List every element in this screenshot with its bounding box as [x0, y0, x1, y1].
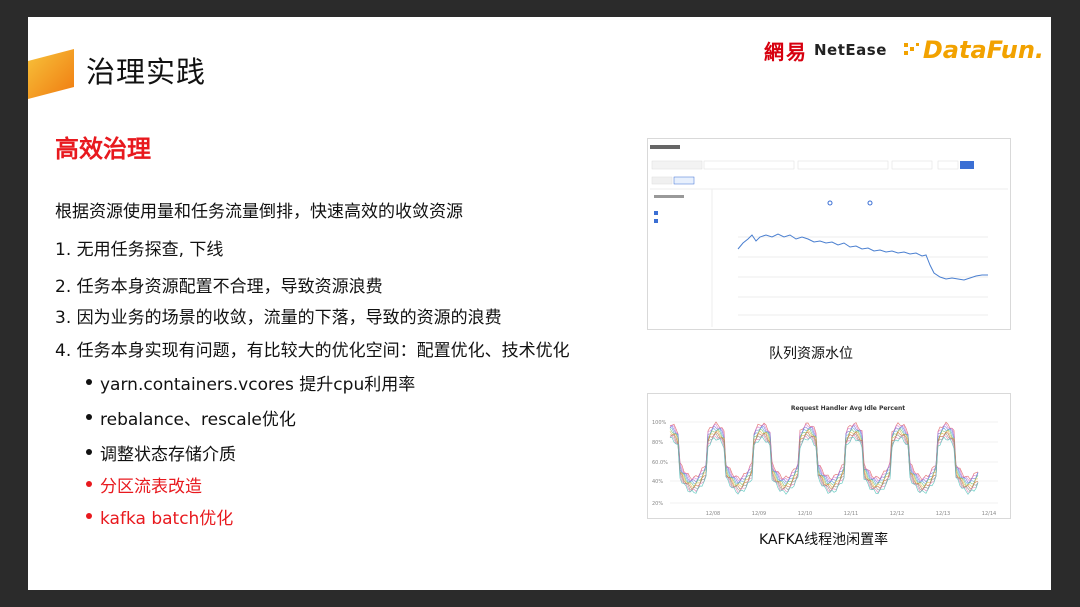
- netease-cn-logo: 網易: [764, 39, 808, 64]
- bullet-item: yarn.containers.vcores 提升cpu利用率: [86, 370, 415, 395]
- series-line: [669, 427, 979, 487]
- bullet-item-highlight: 分区流表改造: [86, 472, 202, 497]
- y-tick-label: 100%: [652, 420, 667, 426]
- x-tick-label: 12/08: [706, 511, 720, 517]
- bullet-text: kafka batch优化: [100, 509, 234, 529]
- kafka-caption: KAFKA线程池闲置率: [759, 532, 889, 548]
- x-tick-label: 12/11: [844, 511, 858, 517]
- bullet-item: rebalance、rescale优化: [86, 405, 296, 430]
- y-tick-label: 40%: [652, 479, 663, 485]
- bullet-dot: [86, 414, 92, 420]
- slide: 治理实践 網易 NetEase DataFun. 高效治理 根据资源使用量和任务…: [28, 17, 1051, 590]
- kafka-chart-svg: Request Handler Avg Idle Percent 100% 80%…: [648, 394, 1010, 518]
- bullet-item: 调整状态存储介质: [86, 440, 236, 465]
- queue-resource-screenshot: [647, 138, 1011, 330]
- queue-caption: 队列资源水位: [769, 346, 853, 362]
- datafun-text: DataFun.: [922, 36, 1045, 64]
- series-line: [669, 435, 979, 495]
- x-tick-label: 12/14: [982, 511, 996, 517]
- bullet-text: yarn.containers.vcores 提升cpu利用率: [100, 375, 416, 395]
- y-tick-label: 80%: [652, 440, 663, 446]
- kafka-idle-screenshot: Request Handler Avg Idle Percent 100% 80%…: [647, 393, 1011, 519]
- bullet-item-highlight: kafka batch优化: [86, 504, 233, 529]
- section-heading: 高效治理: [55, 135, 151, 163]
- list-item: 2. 任务本身资源配置不合理，导致资源浪费: [55, 277, 383, 297]
- x-tick-label: 12/12: [890, 511, 904, 517]
- list-item: 3. 因为业务的场景的收敛，流量的下落，导致的资源的浪费: [55, 308, 502, 328]
- series-line: [669, 431, 979, 491]
- y-tick-label: 60.0%: [652, 460, 668, 466]
- bullet-text: 调整状态存储介质: [100, 445, 236, 465]
- accent-shape: [28, 49, 74, 99]
- list-item: 1. 无用任务探查, 下线: [55, 240, 224, 260]
- y-tick-label: 20%: [652, 501, 663, 507]
- logo-bar: 網易 NetEase DataFun.: [764, 35, 1044, 65]
- x-tick-label: 12/10: [798, 511, 812, 517]
- bullet-text: rebalance、rescale优化: [100, 410, 296, 430]
- kafka-chart-title: Request Handler Avg Idle Percent: [791, 405, 905, 412]
- series-line: [669, 429, 979, 489]
- series-line: [669, 421, 979, 481]
- x-tick-label: 12/13: [936, 511, 950, 517]
- datafun-logo: DataFun.: [903, 36, 1044, 64]
- bullet-dot: [86, 449, 92, 455]
- bullet-dot: [86, 481, 92, 487]
- queue-chart-svg: [648, 139, 1010, 329]
- bullet-dot: [86, 513, 92, 519]
- intro-text: 根据资源使用量和任务流量倒排，快速高效的收敛资源: [55, 202, 463, 222]
- list-item: 4. 任务本身实现有问题，有比较大的优化空间：配置优化、技术优化: [55, 341, 570, 361]
- kafka-x-ticks: 12/08 12/09 12/10 12/11 12/12 12/13 12/14: [706, 511, 996, 517]
- x-tick-label: 12/09: [752, 511, 766, 517]
- bullet-text: 分区流表改造: [100, 477, 202, 497]
- bullet-dot: [86, 379, 92, 385]
- netease-en-logo: NetEase: [814, 41, 887, 59]
- page-title: 治理实践: [86, 55, 207, 89]
- kafka-series-lines: [669, 421, 979, 495]
- datafun-dots-icon: [903, 43, 919, 55]
